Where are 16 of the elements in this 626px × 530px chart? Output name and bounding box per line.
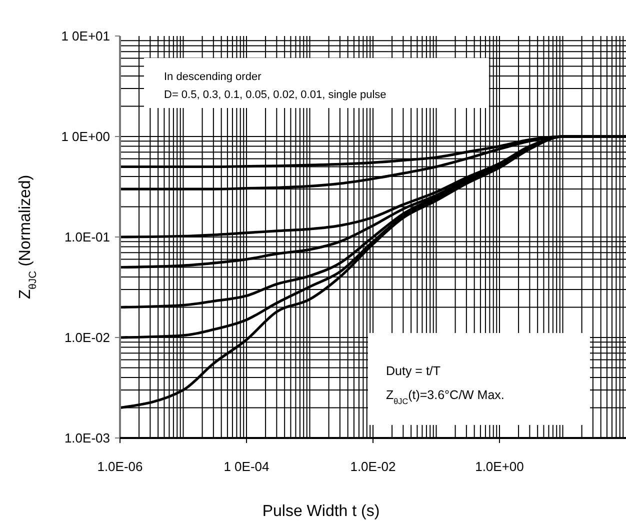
annotation: In descending order <box>164 71 262 83</box>
y-tick-label: 1.0E-01 <box>64 230 110 245</box>
x-tick-label: 1.0E+00 <box>475 459 524 474</box>
y-tick-label: 1.0E-02 <box>64 330 110 346</box>
x-tick-label: 1.0E-06 <box>97 459 143 474</box>
note-box: Duty = t/T Z$_{θJC}$(t)=3.6°C/W Max. <box>368 333 590 425</box>
note-box: In descending order D= 0.5, 0.3, 0.1, 0.05, 0.02, 0.01, single pulse <box>144 58 489 108</box>
x-axis-title: Pulse Width t (s) <box>262 503 380 520</box>
y-tick-label: 1.0E-03 <box>64 430 110 446</box>
y-tick-label: 1 0E+00 <box>61 129 110 144</box>
x-tick-label: 1.0E-02 <box>350 459 396 474</box>
annotation: Z$_{θJC}$(t)=3.6°C/W Max. <box>386 388 504 406</box>
annotation: D= 0.5, 0.3, 0.1, 0.05, 0.02, 0.01, single pulse <box>164 89 386 101</box>
x-tick-label: 1 0E-04 <box>224 459 270 474</box>
y-tick-label: 1 0E+01 <box>61 28 110 44</box>
annotation: Duty = t/T <box>386 364 441 378</box>
